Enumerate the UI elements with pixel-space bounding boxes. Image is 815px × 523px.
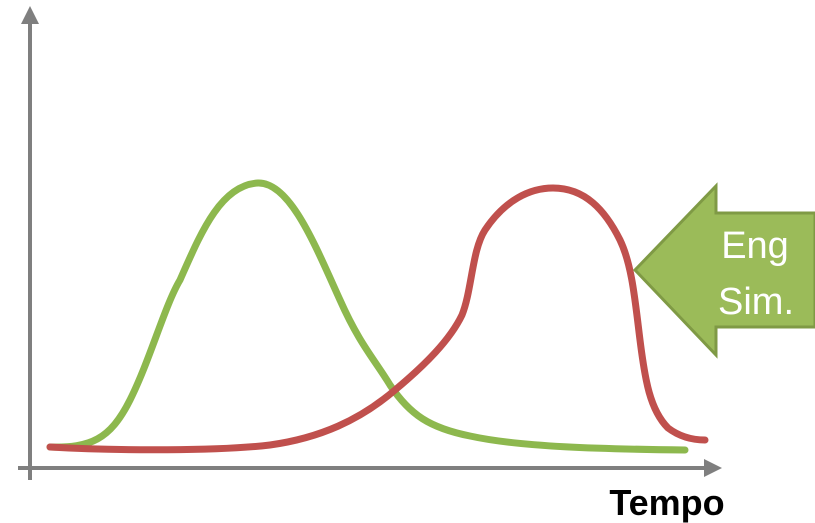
callout-label-line2: Sim. [718, 281, 794, 323]
y-axis-arrowhead [21, 6, 39, 24]
eng-sim-callout: Eng Sim. [632, 182, 815, 359]
y-axis [21, 6, 39, 480]
x-axis [18, 459, 722, 477]
callout-label-line1: Eng [721, 225, 789, 267]
x-axis-arrowhead [704, 459, 722, 477]
green-curve [46, 179, 689, 454]
red-curve [46, 184, 709, 454]
callout-arrow-shape [632, 182, 815, 359]
x-axis-label: Tempo [609, 482, 724, 523]
